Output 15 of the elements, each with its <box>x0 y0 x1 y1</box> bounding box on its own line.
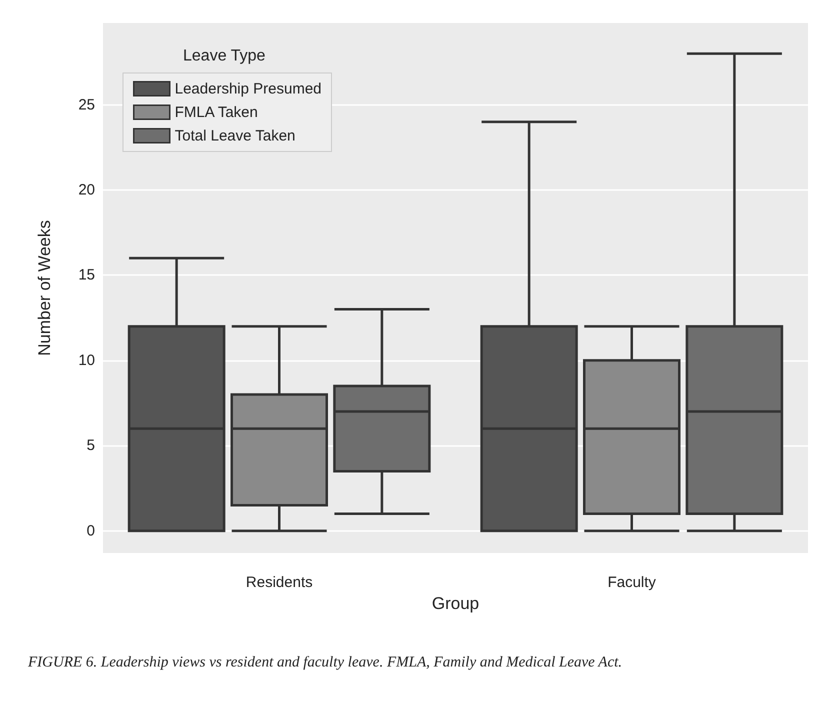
y-tick-label: 20 <box>78 182 95 199</box>
x-axis-title: Group <box>432 594 480 613</box>
legend-label: FMLA Taken <box>174 104 258 121</box>
legend-label: Total Leave Taken <box>174 127 296 144</box>
y-tick-label: 5 <box>86 437 95 454</box>
y-tick-label: 15 <box>78 266 95 284</box>
x-tick-label: Faculty <box>608 574 656 591</box>
x-tick-label: Residents <box>246 574 313 591</box>
y-tick-label: 25 <box>78 96 95 114</box>
caption: FIGURE 6. Leadership views vs resident and faculty leave. FMLA, Family and Medical Leave Act. <box>27 654 622 670</box>
y-tick-label: 10 <box>78 352 95 369</box>
y-axis-title: Number of Weeks <box>35 220 54 356</box>
legend-label: Leadership Presumed <box>174 80 322 98</box>
y-tick-label: 0 <box>86 522 95 540</box>
legend-title: Leave Type <box>183 48 266 64</box>
